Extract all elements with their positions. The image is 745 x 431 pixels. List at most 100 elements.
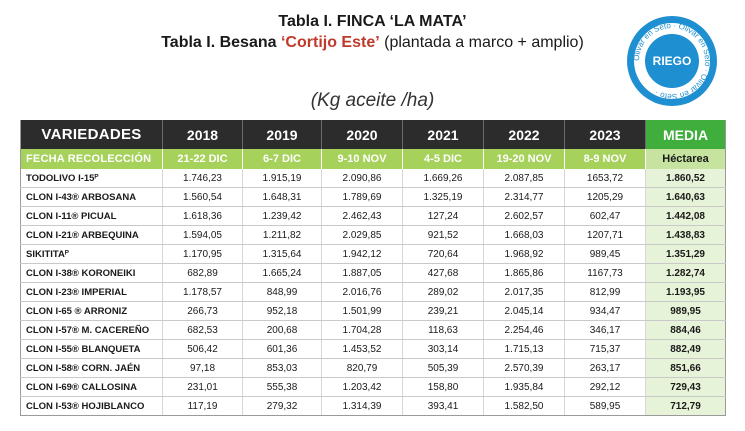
subtitle-highlight: ‘Cortijo Este’ — [280, 34, 380, 51]
yield-cell: 289,02 — [402, 282, 484, 302]
yield-cell: 1205,29 — [564, 187, 646, 207]
header-year: 2019 — [242, 120, 322, 149]
yield-cell: 1.746,23 — [162, 169, 243, 188]
header-media: MEDIA — [645, 120, 726, 149]
yield-cell: 1653,72 — [564, 169, 646, 188]
yield-cell: 1.582,50 — [483, 396, 565, 416]
yield-cell: 2.016,76 — [321, 282, 403, 302]
yield-cell: 427,68 — [402, 263, 484, 283]
yield-cell: 682,53 — [162, 320, 243, 340]
yield-cell: 1.178,57 — [162, 282, 243, 302]
yield-cell: 303,14 — [402, 339, 484, 359]
yield-cell: 601,36 — [242, 339, 322, 359]
yield-cell: 2.017,35 — [483, 282, 565, 302]
subheader-date: 8-9 NOV — [564, 149, 646, 169]
subheader-date: 21-22 DIC — [162, 149, 243, 169]
yield-cell: 989,45 — [564, 244, 646, 264]
yield-cell: 1.453,52 — [321, 339, 403, 359]
variety-name: CLON I-55® BLANQUETA — [20, 339, 163, 359]
table-row: CLON I-21® ARBEQUINA 1.594,05 1.211,82 2.02… — [20, 225, 726, 245]
variety-name: CLON I-11® PICUAL — [20, 206, 163, 226]
table-row: CLON I-69® CALLOSINA 231,01 555,38 1.203,42… — [20, 377, 726, 397]
table-row: CLON I-53® HOJIBLANCO 117,19 279,32 1.314,3… — [20, 396, 726, 416]
yield-cell: 1.887,05 — [321, 263, 403, 283]
yield-cell: 1.501,99 — [321, 301, 403, 321]
variety-name: TODOLIVO I-15ᴾ — [20, 169, 163, 188]
yield-cell: 1.239,42 — [242, 206, 322, 226]
yield-cell: 2.462,43 — [321, 206, 403, 226]
variety-name: CLON I-53® HOJIBLANCO — [20, 396, 163, 416]
yield-cell: 118,63 — [402, 320, 484, 340]
yield-cell: 117,19 — [162, 396, 243, 416]
yield-cell: 853,03 — [242, 358, 322, 378]
table-row: CLON I-11® PICUAL 1.618,36 1.239,42 2.462,4… — [20, 206, 726, 226]
yield-cell: 127,24 — [402, 206, 484, 226]
riego-badge: Olivar en Seto · Olivar en Seto · Olivar… — [627, 16, 717, 106]
yield-cell: 2.087,85 — [483, 169, 565, 188]
yield-cell: 505,39 — [402, 358, 484, 378]
header-row: VARIEDADES 2018 2019 2020 2021 2022 2023… — [20, 120, 726, 149]
variety-name: CLON I-21® ARBEQUINA — [20, 225, 163, 245]
yield-cell: 1.704,28 — [321, 320, 403, 340]
yield-cell: 2.090,86 — [321, 169, 403, 188]
yield-cell: 2.029,85 — [321, 225, 403, 245]
yield-cell: 934,47 — [564, 301, 646, 321]
table-row: SIKITITAᴾ 1.170,95 1.315,64 1.942,12 720,64 1… — [20, 244, 726, 264]
yield-cell: 2.602,57 — [483, 206, 565, 226]
variety-name: CLON I-69® CALLOSINA — [20, 377, 163, 397]
yield-cell: 1.315,64 — [242, 244, 322, 264]
yield-cell: 393,41 — [402, 396, 484, 416]
subheader-row: FECHA RECOLECCIÓN 21-22 DIC 6-7 DIC 9-10… — [20, 149, 726, 169]
yield-cell: 1.669,26 — [402, 169, 484, 188]
variety-name: CLON I-43® ARBOSANA — [20, 187, 163, 207]
media-cell: 989,95 — [645, 301, 726, 321]
subheader-date: 19-20 NOV — [483, 149, 565, 169]
yield-cell: 1.648,31 — [242, 187, 322, 207]
yield-cell: 812,99 — [564, 282, 646, 302]
yield-cell: 589,95 — [564, 396, 646, 416]
subheader-date: 6-7 DIC — [242, 149, 322, 169]
unit-label: (Kg aceite /ha) — [310, 90, 435, 111]
subheader-harvest-date: FECHA RECOLECCIÓN — [20, 149, 163, 169]
media-cell: 712,79 — [645, 396, 726, 416]
yield-cell: 292,12 — [564, 377, 646, 397]
media-cell: 1.351,29 — [645, 244, 726, 264]
yield-cell: 1.618,36 — [162, 206, 243, 226]
yield-cell: 2.570,39 — [483, 358, 565, 378]
yield-cell: 602,47 — [564, 206, 646, 226]
yield-cell: 1.594,05 — [162, 225, 243, 245]
yield-cell: 1.942,12 — [321, 244, 403, 264]
yield-cell: 2.314,77 — [483, 187, 565, 207]
yield-cell: 555,38 — [242, 377, 322, 397]
media-cell: 729,43 — [645, 377, 726, 397]
subheader-media: Héctarea — [645, 149, 726, 169]
media-cell: 1.442,08 — [645, 206, 726, 226]
yield-cell: 1167,73 — [564, 263, 646, 283]
yield-cell: 1.865,86 — [483, 263, 565, 283]
header-varieties: VARIEDADES — [20, 120, 163, 149]
table-row: CLON I-65 ® ARRONIZ 266,73 952,18 1.501,99 2… — [20, 301, 726, 321]
yield-cell: 848,99 — [242, 282, 322, 302]
yield-cell: 715,37 — [564, 339, 646, 359]
badge-inner-circle — [645, 34, 699, 88]
media-cell: 1.193,95 — [645, 282, 726, 302]
yield-cell: 1.211,82 — [242, 225, 322, 245]
yield-cell: 921,52 — [402, 225, 484, 245]
yield-cell: 97,18 — [162, 358, 243, 378]
variety-name: CLON I-65 ® ARRONIZ — [20, 301, 163, 321]
yield-cell: 239,21 — [402, 301, 484, 321]
yield-cell: 1.203,42 — [321, 377, 403, 397]
subtitle-suffix: (plantada a marco + amplio) — [384, 34, 584, 51]
header-year: 2023 — [564, 120, 646, 149]
table-row: TODOLIVO I-15ᴾ 1.746,23 1.915,19 2.090,86 1.… — [20, 169, 726, 188]
subheader-date: 9-10 NOV — [321, 149, 403, 169]
header-year: 2020 — [321, 120, 403, 149]
table-row: CLON I-58® CORN. JAÉN 97,18 853,03 820,79 50… — [20, 358, 726, 378]
yield-cell: 263,17 — [564, 358, 646, 378]
yield-cell: 158,80 — [402, 377, 484, 397]
table-title: Tabla I. FINCA ‘LA MATA’ — [278, 13, 467, 30]
yield-cell: 200,68 — [242, 320, 322, 340]
table-row: CLON I-38® KORONEIKI 682,89 1.665,24 1.887,… — [20, 263, 726, 283]
yield-cell: 1.915,19 — [242, 169, 322, 188]
variety-name: CLON I-23® IMPERIAL — [20, 282, 163, 302]
